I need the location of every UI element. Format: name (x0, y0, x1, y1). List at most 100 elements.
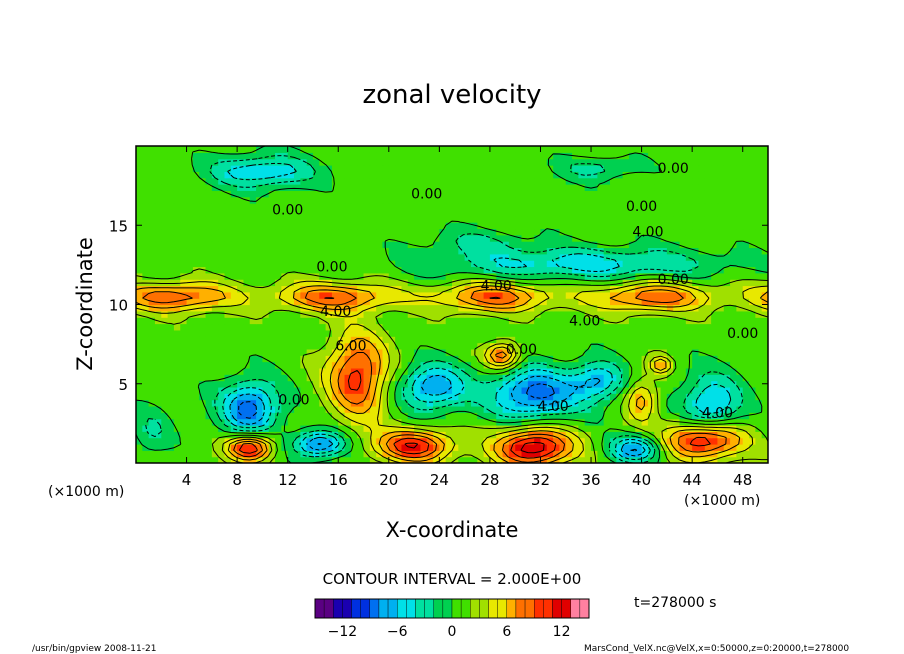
field-cell (312, 203, 320, 210)
field-cell (281, 272, 289, 280)
field-cell (294, 386, 301, 394)
field-cell (578, 196, 586, 204)
field-cell (749, 380, 756, 388)
field-cell (173, 361, 181, 369)
field-cell (546, 342, 554, 350)
field-cell (584, 234, 592, 242)
field-cell (161, 450, 169, 458)
field-cell (711, 146, 719, 153)
field-cell (692, 190, 700, 198)
field-cell (540, 412, 548, 420)
field-cell (515, 367, 523, 375)
field-cell (445, 298, 453, 306)
field-cell (161, 348, 169, 356)
field-cell (572, 285, 579, 293)
field-cell (477, 361, 485, 369)
field-cell (224, 336, 232, 344)
field-cell (154, 196, 162, 204)
field-cell (546, 171, 554, 179)
field-cell (502, 317, 510, 325)
field-cell (540, 317, 548, 325)
field-cell (350, 431, 358, 439)
field-cell (692, 450, 700, 458)
field-cell (173, 177, 181, 185)
field-cell (376, 158, 384, 166)
field-cell (211, 317, 219, 325)
field-cell (622, 393, 630, 401)
field-cell (344, 272, 352, 280)
field-cell (458, 285, 466, 293)
field-cell (647, 146, 655, 153)
field-cell (211, 348, 219, 356)
field-cell (572, 323, 579, 331)
field-cell (275, 177, 282, 185)
field-cell (755, 228, 763, 236)
field-cell (458, 355, 466, 363)
field-cell (433, 285, 440, 293)
field-cell (610, 298, 617, 306)
field-cell (565, 152, 573, 160)
field-cell (470, 171, 478, 179)
field-cell (180, 367, 188, 375)
field-cell (319, 152, 327, 160)
field-cell (553, 247, 561, 255)
field-cell (142, 374, 150, 382)
field-cell (173, 241, 181, 249)
field-cell (654, 146, 662, 153)
field-cell (534, 272, 542, 280)
field-cell (546, 310, 554, 318)
field-cell (262, 424, 270, 432)
field-cell (357, 222, 365, 230)
field-cell (723, 399, 731, 407)
field-cell (452, 253, 459, 261)
field-cell (319, 203, 327, 210)
field-cell (287, 399, 295, 407)
field-cell (357, 190, 365, 198)
field-cell (414, 146, 421, 153)
field-cell (395, 253, 403, 261)
field-cell (331, 431, 339, 439)
field-cell (300, 285, 308, 293)
field-cell (205, 152, 213, 160)
field-cell (243, 304, 251, 312)
field-cell (749, 336, 756, 344)
field-cell (426, 298, 434, 306)
field-cell (458, 203, 466, 210)
field-cell (698, 399, 706, 407)
field-cell (572, 367, 579, 375)
field-cell (294, 260, 301, 268)
field-cell (407, 190, 415, 198)
field-cell (395, 310, 403, 318)
field-cell (660, 393, 668, 401)
field-cell (654, 336, 662, 344)
field-cell (470, 152, 478, 160)
field-cell (433, 279, 440, 287)
field-cell (363, 241, 371, 249)
field-cell (730, 215, 737, 223)
field-cell (521, 203, 529, 210)
field-cell (578, 241, 586, 249)
field-cell (407, 361, 415, 369)
field-cell (647, 380, 655, 388)
field-cell (325, 285, 333, 293)
field-cell (161, 374, 169, 382)
field-cell (736, 304, 744, 312)
field-cell (496, 336, 504, 344)
field-cell (464, 431, 472, 439)
field-cell (470, 158, 478, 166)
field-cell (654, 291, 662, 299)
field-cell (350, 304, 358, 312)
field-cell (565, 266, 573, 274)
field-cell (211, 367, 219, 375)
field-cell (597, 361, 605, 369)
field-cell (407, 247, 415, 255)
field-cell (382, 171, 390, 179)
field-cell (344, 412, 352, 420)
field-cell (647, 386, 655, 394)
field-cell (622, 234, 630, 242)
field-cell (654, 380, 662, 388)
field-cell (205, 241, 213, 249)
field-cell (426, 443, 434, 451)
field-cell (711, 437, 719, 445)
field-cell (376, 215, 384, 223)
